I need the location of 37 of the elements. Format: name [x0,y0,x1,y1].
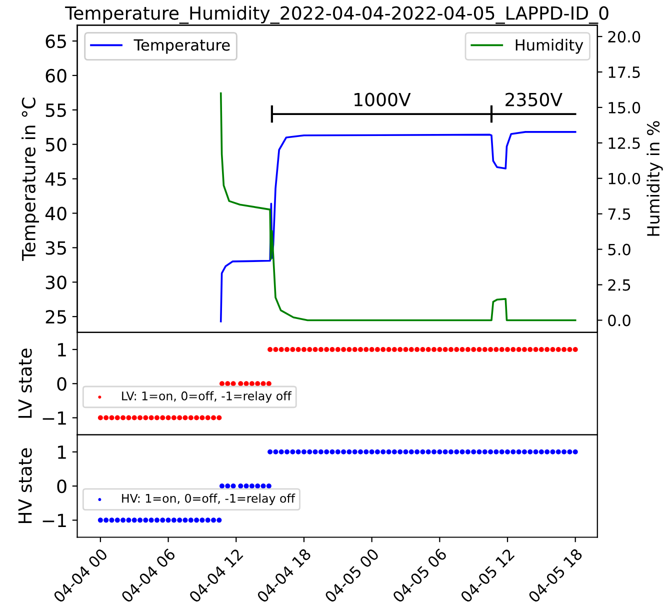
y-tick-label: 30 [46,276,66,290]
y2-tick-label: 20.0 [608,30,640,43]
y-tick-label: 65 [46,34,66,48]
legend-label: Humidity [516,38,584,54]
y-tick-label: 0 [57,480,66,494]
chart-title: Temperature_Humidity_2022-04-04-2022-04-05_LAPPD-ID_0 [65,6,608,24]
y-tick-label: 0 [57,377,66,391]
legend-label: LV: 1=on, 0=off, -1=relay off [122,391,292,403]
y-axis-title: LV state [18,348,32,418]
y-tick-label: 55 [46,104,66,118]
y2-tick-label: 2.5 [608,279,630,291]
legend-label: HV: 1=on, 0=off, -1=relay off [122,494,296,506]
y-tick-label: 1 [58,446,66,459]
y-tick-label: 45 [45,172,66,186]
y2-tick-label: 10.0 [608,172,640,184]
y-tick-label: 1 [58,343,66,356]
y-tick-label: −1 [42,411,66,425]
y-tick-label: 60 [46,68,66,83]
y2-tick-label: 17.5 [608,66,640,78]
line-series [220,131,576,322]
legend-label: Temperature [134,39,230,54]
y2-tick-label: 15.0 [608,102,640,114]
y2-tick-label: 5.0 [608,244,630,256]
y-tick-label: 25 [46,310,66,324]
y2-tick-label: 0.0 [608,314,630,326]
y2-tick-label: 7.5 [608,208,630,220]
annotation: 2350V [506,92,562,106]
y-tick-label: 50 [46,138,66,152]
y-axis-title: HV state [18,448,32,523]
y2-tick-label: 12.5 [608,137,640,149]
y-tick-label: 40 [45,206,66,220]
y-tick-label: −1 [42,514,66,528]
y-tick-label: 35 [46,241,66,255]
y-axis-title: Temperature in °C [22,98,40,261]
annotation: 1000V [354,92,411,106]
line-series [220,92,576,322]
y2-axis-title: Humidity in % [646,121,663,236]
